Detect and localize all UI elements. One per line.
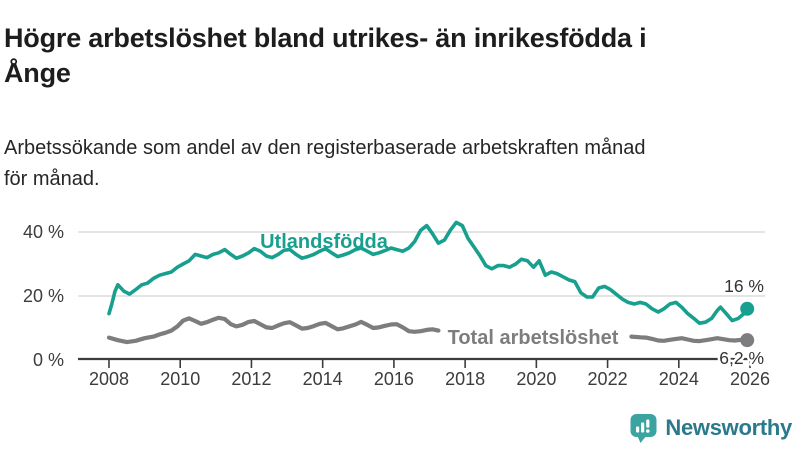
y-tick-label-40: 40 % (23, 222, 64, 242)
y-tick-label-0: 0 % (33, 350, 64, 370)
x-tick-label-2012: 2012 (231, 369, 271, 389)
series-label-total-arbetsloshet: Total arbetslöshet (448, 327, 619, 349)
series-label-utlandsfodda: Utlandsfödda (260, 231, 389, 253)
end-value-label-total-arbetsloshet: 6,2 % (719, 348, 764, 368)
newsworthy-logo: Newsworthy (630, 413, 792, 443)
x-tick-label-2024: 2024 (659, 369, 699, 389)
series-line-utlandsfodda (107, 220, 749, 325)
y-tick-label-20: 20 % (23, 286, 64, 306)
x-tick-label-2016: 2016 (374, 369, 414, 389)
page-title-line2: Ånge (4, 58, 71, 89)
x-tick-label-2008: 2008 (89, 369, 129, 389)
chart-subtitle-line2: för månad. (4, 168, 100, 190)
chart-subtitle-line1: Arbetssökande som andel av den registerb… (4, 137, 646, 159)
newsworthy-brand-name: Newsworthy (665, 415, 792, 440)
x-tick-label-2026: 2026 (730, 369, 770, 389)
series-end-dot-utlandsfodda (740, 301, 755, 316)
x-tick-label-2014: 2014 (303, 369, 343, 389)
chart-subtitle: Arbetssökande som andel av den registerb… (4, 133, 784, 195)
series-end-dot-total-arbetsloshet (740, 333, 755, 348)
end-value-label-utlandsfodda: 16 % (724, 276, 764, 296)
x-tick-label-2018: 2018 (445, 369, 485, 389)
x-tick-label-2010: 2010 (160, 369, 200, 389)
bar-chart-speech-bubble-icon (630, 414, 657, 443)
series-line-total-arbetsloshet (106, 315, 750, 345)
x-tick-label-2020: 2020 (516, 369, 556, 389)
x-tick-label-2022: 2022 (588, 369, 628, 389)
page-title: Högre arbetslöshet bland utrikes- än inr… (4, 21, 754, 91)
page-title-line1: Högre arbetslöshet bland utrikes- än inr… (4, 23, 647, 54)
